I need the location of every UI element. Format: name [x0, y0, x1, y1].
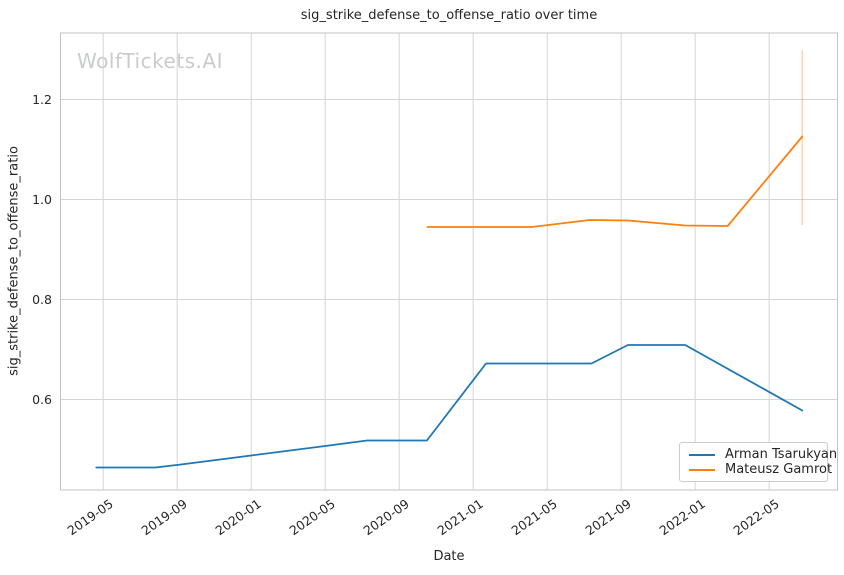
- plot-border: [60, 32, 838, 491]
- y-tick-label: 0.6: [32, 391, 52, 407]
- legend-label: Mateusz Gamrot: [725, 462, 833, 477]
- y-tick-label: 1.2: [32, 91, 52, 107]
- legend: Arman Tsarukyan Mateusz Gamrot: [679, 442, 837, 482]
- y-tick-label: 0.8: [32, 291, 52, 307]
- x-axis-label: Date: [433, 549, 465, 564]
- legend-swatch-orange: [689, 468, 715, 471]
- watermark: WolfTickets.AI: [77, 49, 223, 73]
- legend-item-mateusz-gamrot: Mateusz Gamrot: [689, 462, 832, 477]
- legend-swatch-blue: [689, 453, 715, 456]
- series-line-arman-tsarukyan: [95, 344, 804, 469]
- legend-label: Arman Tsarukyan: [725, 447, 838, 462]
- legend-item-arman-tsarukyan: Arman Tsarukyan: [689, 447, 837, 462]
- series-line-mateusz-gamrot: [426, 135, 804, 228]
- chart-title: sig_strike_defense_to_offense_ratio over…: [300, 8, 598, 23]
- y-tick-label: 1.0: [32, 191, 52, 207]
